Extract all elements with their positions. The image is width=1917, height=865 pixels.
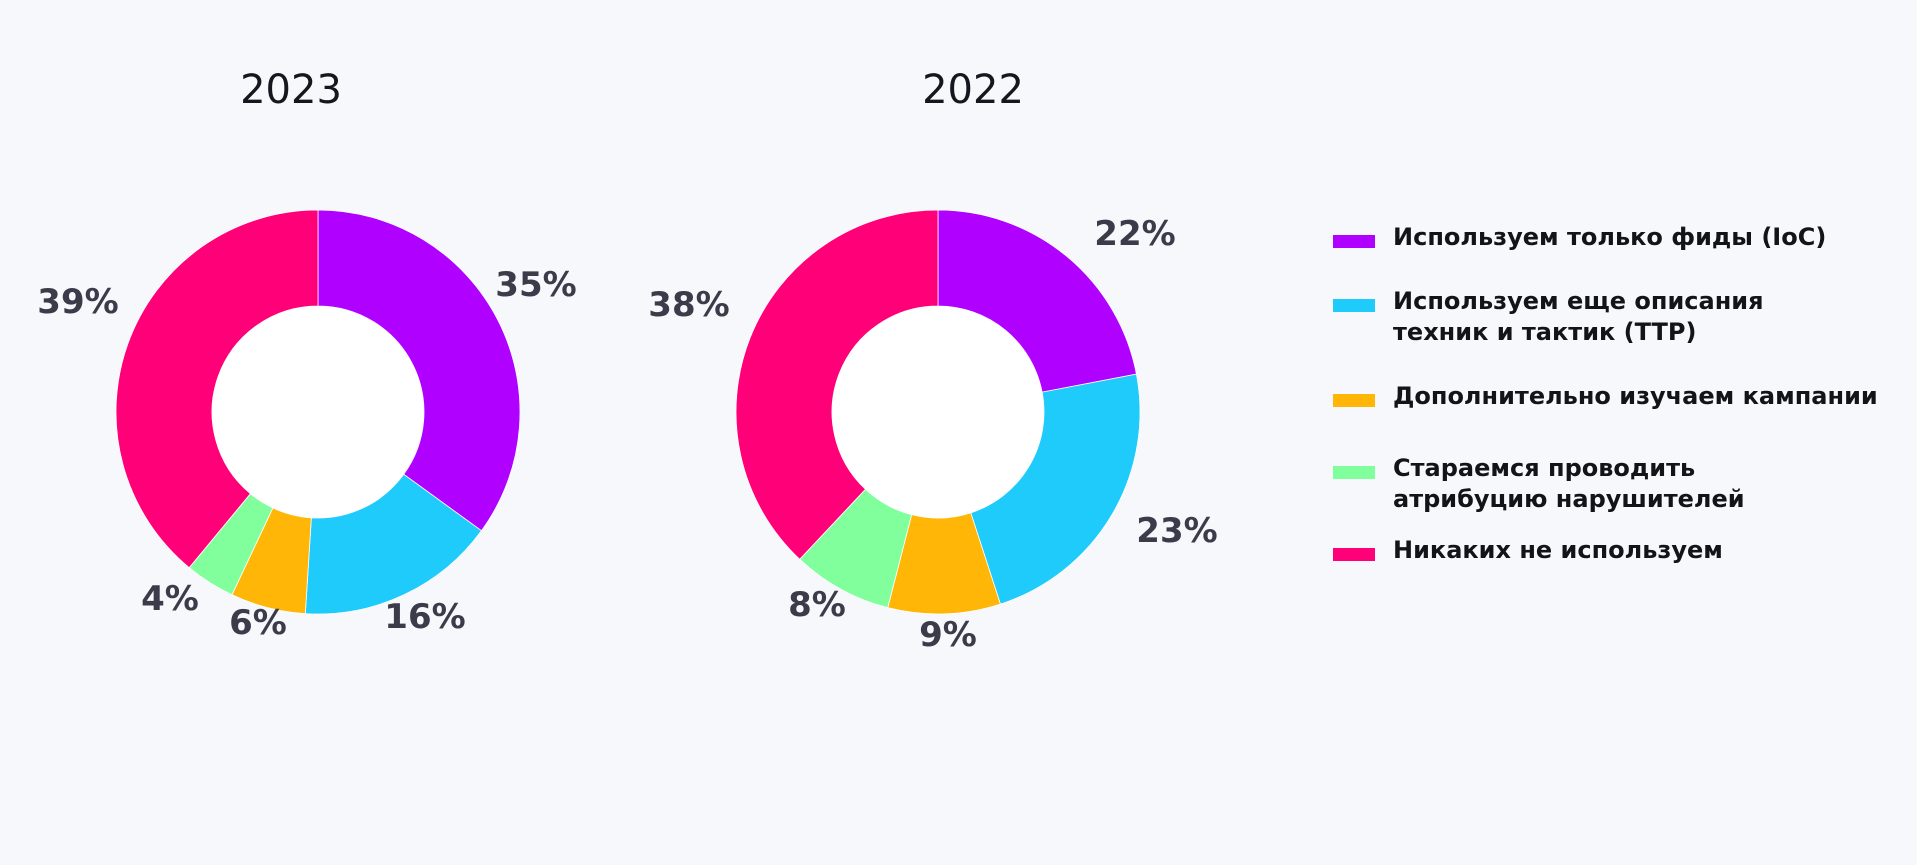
legend-item-attribution: Стараемся проводить атрибуцию нарушителе… [1333,453,1793,515]
donut-charts: 2023 35% 16% 6% 4% 39% 2022 22% 23% 9% 8% 38% [37,67,1217,655]
legend-label-campaigns: Дополнительно изучаем кампании [1393,382,1878,410]
data-label-ioc: 35% [495,265,576,305]
legend-label-attribution: Стараемся проводить атрибуцию нарушителе… [1393,454,1745,513]
legend-item-campaigns: Дополнительно изучаем кампании [1333,381,1893,412]
legend-swatch-ioc [1333,235,1375,248]
legend-item-ioc: Используем только фиды (IoC) [1333,222,1893,253]
data-label-none: 38% [648,285,729,325]
data-label-ttp: 23% [1136,511,1217,551]
legend-label-none: Никаких не используем [1393,536,1723,564]
legend-item-none: Никаких не используем [1333,535,1893,566]
legend-item-ttp: Используем еще описания техник и тактик … [1333,286,1793,348]
data-label-campaigns: 9% [919,615,977,655]
data-label-none: 39% [37,282,118,322]
legend-label-ttp: Используем еще описания техник и тактик … [1393,287,1764,346]
legend-swatch-ttp [1333,299,1375,312]
data-label-ioc: 22% [1094,214,1175,254]
chart-title: 2023 [240,67,342,113]
donut-chart-2022: 2022 22% 23% 9% 8% 38% [648,67,1217,655]
chart-title: 2022 [922,67,1024,113]
legend-swatch-campaigns [1333,394,1375,407]
donut-hole [832,306,1044,518]
data-label-campaigns: 6% [229,603,287,643]
donut-slice-ioc [317,209,521,532]
legend-label-ioc: Используем только фиды (IoC) [1393,223,1827,251]
data-label-attribution: 4% [141,579,199,619]
data-label-ttp: 16% [384,597,465,637]
legend-swatch-none [1333,548,1375,561]
donut-chart-2023: 2023 35% 16% 6% 4% 39% [37,67,576,643]
donut-hole [212,306,424,518]
data-label-attribution: 8% [788,585,846,625]
legend-swatch-attribution [1333,466,1375,479]
